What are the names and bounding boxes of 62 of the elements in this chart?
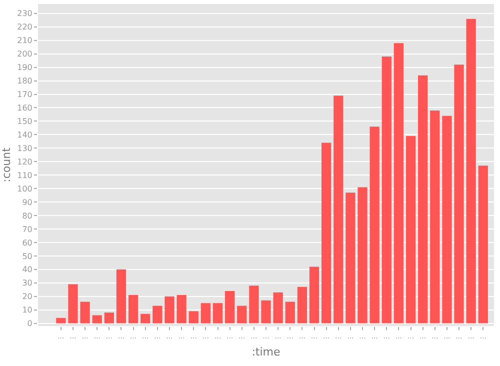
bar <box>152 306 162 324</box>
bar <box>164 296 174 324</box>
y-tick-label: 180 <box>17 76 32 86</box>
bar <box>237 306 247 324</box>
bar <box>382 56 392 324</box>
bar <box>116 269 126 324</box>
bar <box>406 136 416 324</box>
bar <box>188 311 198 324</box>
y-tick-label: 220 <box>17 22 32 32</box>
bar <box>68 284 78 324</box>
y-tick-label: 140 <box>17 130 32 140</box>
bar <box>321 142 332 324</box>
bar <box>224 290 235 324</box>
y-tick-label: 190 <box>17 63 32 72</box>
y-tick-label: 0 <box>27 319 32 328</box>
bar <box>358 187 368 324</box>
bar <box>466 18 476 324</box>
bar <box>442 116 452 324</box>
bar <box>297 286 308 324</box>
y-tick-label: 200 <box>17 50 32 59</box>
y-tick-label: 160 <box>17 104 32 113</box>
y-tick-label: 170 <box>17 90 32 100</box>
x-axis-title: :time <box>252 346 281 359</box>
bar <box>285 302 295 324</box>
bar <box>478 166 488 324</box>
bar <box>418 75 428 324</box>
bar <box>249 286 259 324</box>
bar <box>430 110 440 324</box>
y-tick-label: 150 <box>17 117 32 126</box>
bar <box>261 300 271 324</box>
y-axis-title: :count <box>0 146 13 182</box>
y-tick-label: 110 <box>17 170 32 180</box>
bar <box>212 303 223 324</box>
bar <box>334 96 344 324</box>
y-tick-label: 70 <box>22 224 32 234</box>
y-tick-label: 90 <box>22 198 32 207</box>
y-tick-label: 130 <box>17 144 32 153</box>
bar <box>346 192 356 324</box>
y-tick-label: 230 <box>17 9 32 18</box>
bar <box>454 64 464 324</box>
y-tick-label: 50 <box>22 252 32 261</box>
bar <box>104 312 114 324</box>
y-tick-label: 80 <box>22 211 32 220</box>
y-tick-label: 30 <box>22 278 32 288</box>
y-tick-label: 60 <box>22 238 32 248</box>
bar <box>128 295 138 324</box>
y-tick-label: 120 <box>17 157 32 166</box>
bar <box>92 315 102 324</box>
y-tick-label: 40 <box>22 265 32 274</box>
bar <box>56 318 66 324</box>
bar <box>394 43 404 324</box>
y-tick-label: 20 <box>22 292 32 302</box>
bar <box>80 302 90 324</box>
bar <box>176 295 186 324</box>
y-tick-label: 210 <box>17 36 32 46</box>
bar <box>140 314 150 324</box>
y-tick-label: 10 <box>22 306 32 315</box>
bar <box>200 303 211 324</box>
bar <box>273 292 283 324</box>
bar <box>370 126 380 324</box>
bar <box>309 266 320 324</box>
y-tick-label: 100 <box>17 184 32 194</box>
